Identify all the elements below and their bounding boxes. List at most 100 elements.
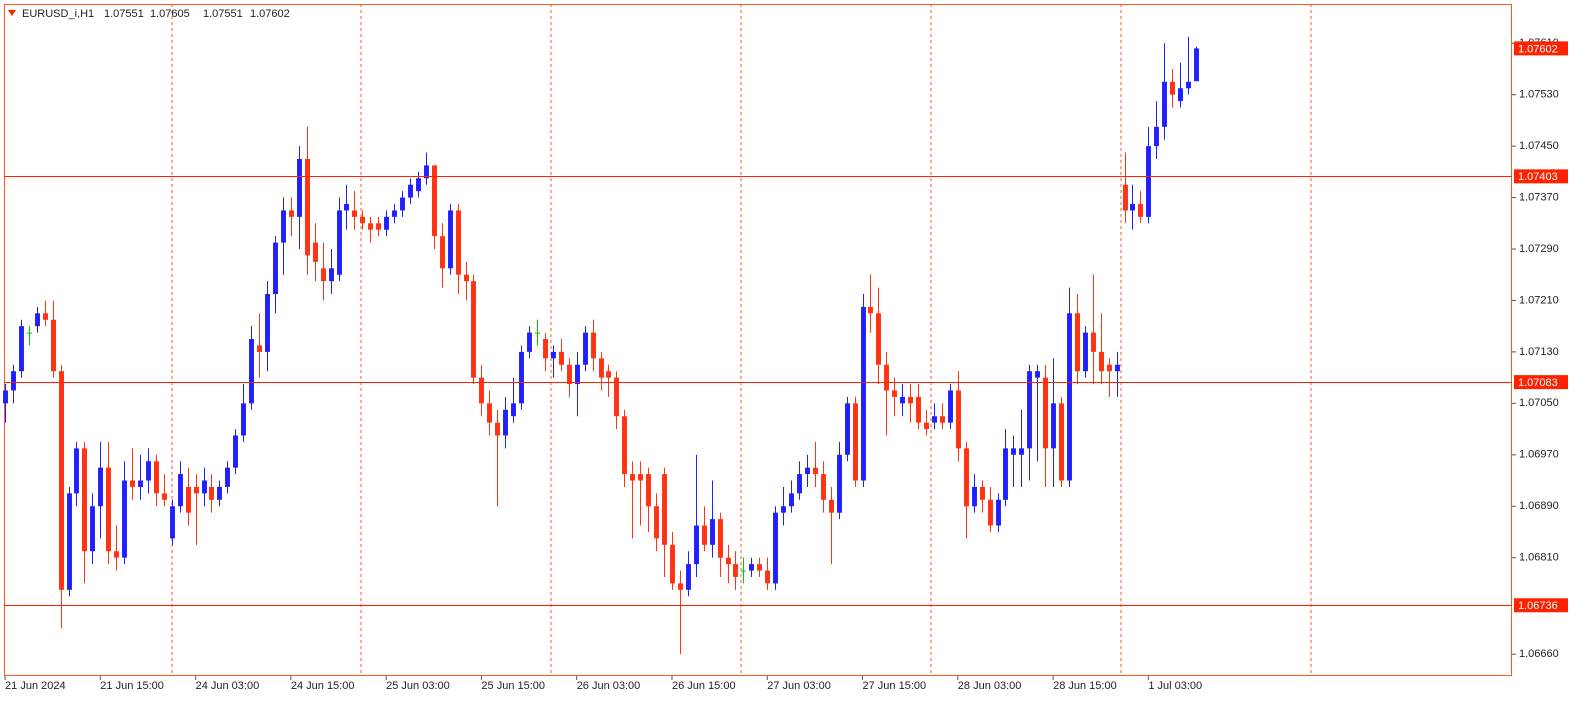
candle-body [845, 403, 850, 455]
candle-body [313, 242, 318, 262]
candle-body [400, 197, 405, 211]
candle-body [424, 165, 429, 179]
y-tick-label: 1.06660 [1519, 648, 1559, 660]
header-open: 1.07551 [104, 8, 144, 20]
candle-body [646, 474, 651, 507]
x-tick-label: 27 Jun 03:00 [767, 680, 831, 692]
candle-body [741, 570, 746, 572]
candle-body [710, 519, 715, 545]
candle-body [630, 474, 635, 481]
candle-body [202, 480, 207, 494]
y-tick-label: 1.06810 [1519, 552, 1559, 564]
plot-frame [4, 4, 1512, 676]
candle-body [781, 506, 786, 513]
candle-body [376, 223, 381, 230]
collapse-icon[interactable] [8, 10, 16, 16]
x-tick-label: 27 Jun 15:00 [863, 680, 927, 692]
candle-body [106, 467, 111, 552]
header-high: 1.07605 [150, 8, 190, 20]
candle-body [19, 326, 24, 372]
candle-body [162, 493, 167, 500]
candle-body [281, 210, 286, 243]
candle-body [186, 486, 191, 513]
candle-body [408, 184, 413, 198]
candle-body [43, 313, 48, 320]
candle-body [757, 564, 762, 571]
y-tick-label: 1.07130 [1519, 346, 1559, 358]
candle-body [1107, 364, 1112, 372]
candle-body [27, 332, 32, 334]
candle-body [1067, 313, 1072, 481]
candle-body [813, 467, 818, 475]
price-label-box [1514, 41, 1568, 56]
candle-body [289, 210, 294, 217]
candle-body [1091, 332, 1096, 352]
candle-body [1178, 88, 1183, 102]
candle-body [51, 319, 56, 372]
candle-body [1035, 371, 1040, 378]
candle-body [352, 210, 357, 217]
candle-body [90, 506, 95, 552]
candle-body [1011, 448, 1016, 455]
candle-body [1138, 203, 1143, 217]
candle-body [670, 544, 675, 584]
candle-body [368, 223, 373, 230]
candle-body [614, 377, 619, 417]
candle-body [964, 448, 969, 507]
candle-body [59, 371, 64, 590]
x-tick-label: 1 Jul 03:00 [1148, 680, 1202, 692]
candle-body [360, 216, 365, 224]
candle-body [3, 390, 8, 404]
header-close: 1.07602 [250, 8, 290, 20]
candle-body [575, 364, 580, 385]
candle-body [344, 203, 349, 211]
y-tick-label: 1.07370 [1519, 191, 1559, 203]
candle-body [726, 557, 731, 565]
candle-body [337, 210, 342, 275]
candle-body [559, 351, 564, 365]
candle-body [638, 474, 643, 481]
candle-body [591, 332, 596, 359]
candle-body [1043, 377, 1048, 449]
candle-body [948, 390, 953, 423]
price-label: 1.06736 [1518, 600, 1558, 612]
vertical-grid [171, 4, 1312, 676]
candle-body [1194, 48, 1199, 82]
candle-body [416, 178, 421, 192]
candle-body [861, 306, 866, 481]
candle-body [908, 396, 913, 404]
candle-body [884, 364, 889, 391]
candle-body [321, 268, 326, 282]
candle-body [74, 448, 79, 494]
x-tick-label: 24 Jun 15:00 [291, 680, 355, 692]
candle-body [178, 474, 183, 507]
candle-body [519, 351, 524, 404]
candle-body [384, 216, 389, 230]
x-tick-label: 21 Jun 2024 [5, 680, 66, 692]
candle-body [599, 358, 604, 378]
candle-body [702, 525, 707, 545]
candle-body [1051, 403, 1056, 449]
candle-body [622, 416, 627, 475]
candle-body [988, 499, 993, 526]
y-tick-label: 1.07050 [1519, 397, 1559, 409]
candle-body [392, 210, 397, 217]
x-tick-label: 26 Jun 03:00 [577, 680, 641, 692]
x-tick-label: 24 Jun 03:00 [196, 680, 260, 692]
y-tick-label: 1.07530 [1519, 89, 1559, 101]
candle-body [567, 364, 572, 385]
candle-body [122, 480, 127, 558]
candle-body [749, 564, 754, 571]
candle-body [1154, 126, 1159, 147]
candle-body [495, 422, 500, 436]
x-tick-label: 28 Jun 15:00 [1053, 680, 1117, 692]
header-low: 1.07551 [203, 8, 243, 20]
candle-body [67, 493, 72, 590]
candle-body [662, 474, 667, 545]
candle-body [209, 486, 214, 500]
candle-body [694, 525, 699, 565]
candle-body [892, 390, 897, 397]
candle-body [1099, 351, 1104, 372]
x-tick-label: 28 Jun 03:00 [958, 680, 1022, 692]
